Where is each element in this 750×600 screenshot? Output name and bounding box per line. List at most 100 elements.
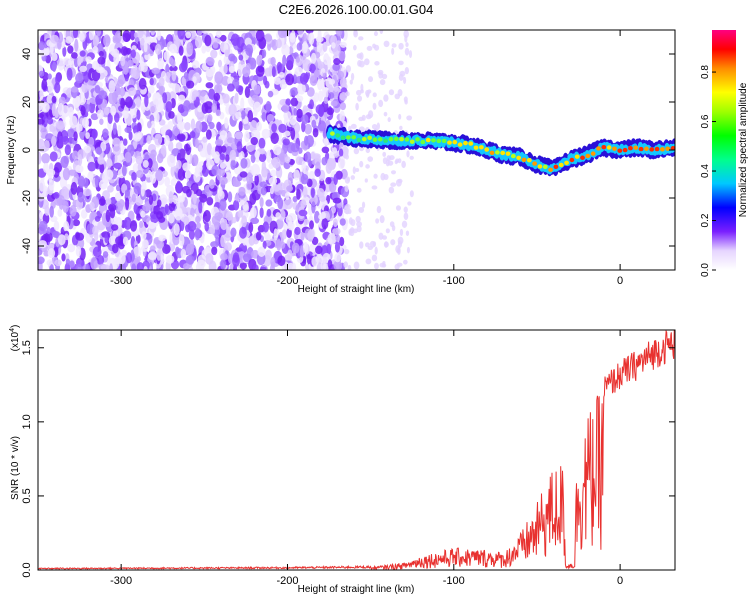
- spectrogram-faint-cell: [401, 220, 408, 228]
- spectrogram-noise-cell: [163, 51, 170, 61]
- spectrogram-faint-cell: [398, 113, 402, 120]
- spectrogram-noise-cell: [286, 54, 294, 67]
- spectrogram-faint-cell: [360, 89, 364, 94]
- spectrogram-track-peak: [436, 138, 442, 144]
- spectrogram-noise-cell: [313, 69, 320, 78]
- spectrogram-heatmap: [38, 30, 675, 270]
- spectrogram-noise-cell: [327, 259, 333, 269]
- spectrogram-ytick-label: 0: [21, 147, 33, 153]
- spectrogram-noise-cell: [88, 30, 95, 41]
- spectrogram-track-peak: [340, 135, 346, 140]
- spectrogram-noise-cell: [276, 182, 286, 191]
- spectrogram-noise-cell: [245, 44, 254, 56]
- spectrogram-noise-cell: [168, 212, 175, 224]
- spectrogram-noise-cell: [156, 30, 161, 41]
- spectrogram-noise-cell: [196, 222, 201, 230]
- spectrogram-noise-cell: [108, 80, 116, 93]
- spectrogram-noise-cell: [316, 61, 325, 70]
- spectrogram-faint-cell: [368, 76, 374, 83]
- snr-xtick-label: 0: [617, 575, 623, 587]
- spectrogram-ytick-label: -20: [21, 190, 33, 206]
- spectrogram-noise-cell: [239, 261, 247, 270]
- spectrogram-faint-cell: [398, 73, 404, 81]
- spectrogram-noise-cell: [164, 176, 171, 187]
- spectrogram-noise-cell: [246, 144, 256, 151]
- spectrogram-noise-cell: [77, 175, 85, 188]
- spectrogram-noise-cell: [296, 108, 303, 119]
- spectrogram-faint-cell: [383, 94, 389, 102]
- spectrogram-noise-cell: [219, 153, 226, 161]
- spectrogram-faint-cell: [364, 178, 368, 183]
- spectrogram-noise-cell: [57, 234, 66, 246]
- spectrogram-track-peak: [377, 137, 383, 142]
- spectrogram-noise-cell: [117, 124, 122, 137]
- spectrogram-noise-cell: [81, 84, 89, 94]
- spectrogram-noise-cell: [300, 199, 307, 209]
- spectrogram-noise-cell: [108, 235, 118, 246]
- spectrogram-track-peak: [622, 147, 628, 153]
- spectrogram-noise-cell: [259, 148, 265, 155]
- spectrogram-noise-cell: [120, 56, 126, 67]
- spectrogram-noise-cell: [262, 221, 270, 233]
- spectrogram-noise-cell: [89, 201, 95, 210]
- spectrogram-noise-cell: [96, 109, 104, 120]
- spectrogram-noise-cell: [78, 32, 85, 41]
- spectrogram-faint-cell: [409, 190, 414, 198]
- spectrogram-noise-cell: [178, 45, 184, 56]
- spectrogram-noise-cell: [51, 135, 57, 147]
- spectrogram-noise-cell: [44, 139, 50, 151]
- spectrogram-track-peak: [532, 161, 538, 166]
- spectrogram-noise-cell: [115, 184, 121, 192]
- spectrogram-noise-cell: [270, 56, 276, 66]
- spectrogram-noise-cell: [176, 133, 186, 141]
- spectrogram-noise-cell: [51, 52, 58, 62]
- spectrogram-noise-cell: [120, 46, 129, 56]
- spectrogram-noise-cell: [94, 215, 101, 222]
- spectrogram-noise-cell: [64, 144, 71, 156]
- spectrogram-noise-cell: [90, 256, 98, 270]
- spectrogram-noise-cell: [51, 103, 57, 117]
- spectrogram-noise-cell: [219, 98, 224, 105]
- spectrogram-noise-cell: [148, 221, 156, 230]
- spectrogram-faint-cell: [356, 53, 362, 59]
- spectrogram-noise-cell: [193, 170, 201, 183]
- spectrogram-noise-cell: [240, 157, 248, 169]
- spectrogram-noise-cell: [292, 195, 298, 203]
- spectrogram-noise-cell: [215, 109, 222, 117]
- spectrogram-noise-cell: [47, 248, 56, 259]
- spectrogram-noise-cell: [262, 240, 267, 250]
- spectrogram-noise-cell: [46, 168, 56, 177]
- spectrogram-noise-cell: [299, 72, 309, 85]
- spectrogram-faint-cell: [403, 259, 408, 265]
- spectrogram-track-peak: [553, 164, 559, 170]
- spectrogram-noise-cell: [196, 259, 206, 269]
- spectrogram-noise-cell: [164, 203, 169, 214]
- spectrogram-faint-cell: [388, 89, 395, 96]
- spectrogram-track-peak: [484, 147, 490, 152]
- spectrogram-noise-cell: [311, 236, 319, 246]
- spectrogram-track-peak: [665, 146, 671, 151]
- spectrogram-noise-cell: [183, 100, 191, 112]
- spectrogram-faint-cell: [343, 261, 349, 268]
- spectrogram-noise-cell: [107, 185, 114, 193]
- spectrogram-noise-cell: [322, 72, 327, 79]
- spectrogram-faint-cell: [408, 50, 413, 59]
- spectrogram-noise-cell: [51, 61, 57, 73]
- spectrogram-noise-cell: [286, 262, 295, 270]
- spectrogram-noise-cell: [325, 176, 332, 185]
- spectrogram-noise-cell: [38, 103, 43, 111]
- spectrogram-noise-cell: [228, 65, 235, 74]
- spectrogram-faint-cell: [343, 206, 350, 214]
- spectrogram-noise-cell: [128, 87, 137, 96]
- spectrogram-faint-cell: [358, 60, 365, 68]
- spectrogram-faint-cell: [379, 30, 384, 34]
- spectrogram-noise-cell: [50, 34, 60, 44]
- spectrogram-noise-cell: [97, 56, 106, 65]
- spectrogram-noise-cell: [309, 99, 314, 110]
- spectrogram-noise-cell: [62, 46, 67, 57]
- spectrogram-noise-cell: [113, 257, 120, 269]
- spectrogram-noise-cell: [54, 259, 62, 267]
- spectrogram-faint-cell: [355, 215, 361, 223]
- spectrogram-noise-cell: [213, 151, 221, 164]
- spectrogram-faint-cell: [372, 102, 377, 110]
